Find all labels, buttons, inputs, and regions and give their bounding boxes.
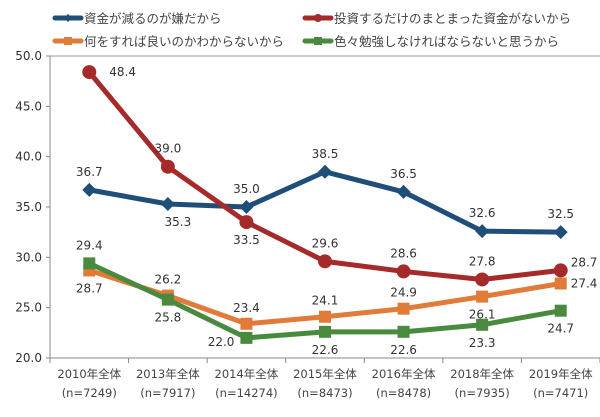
data-label: 32.6	[469, 206, 496, 220]
data-label: 24.7	[547, 322, 574, 336]
data-point	[318, 254, 332, 269]
legend-marker	[314, 37, 322, 45]
legend-item: 何をすれば良いのかわからないから	[52, 34, 284, 49]
data-label: 35.0	[233, 182, 260, 196]
data-label: 25.8	[154, 311, 181, 325]
data-point	[396, 264, 411, 279]
data-point	[240, 331, 253, 344]
data-point	[397, 325, 410, 338]
x-tick-label: (n=8473)	[297, 386, 352, 400]
data-label: 38.5	[312, 147, 339, 161]
legend-item: 資金が減るのが嫌だから	[52, 11, 222, 26]
y-tick-label: 30.0	[15, 250, 42, 264]
series-0: 36.7 35.3 35.0 38.5 36.5 32.6 32.5	[76, 147, 574, 240]
legend-marker	[64, 14, 72, 22]
legend-label: 色々勉強しなければならないと思うから	[334, 34, 559, 49]
data-point	[319, 325, 331, 338]
data-point	[240, 317, 253, 330]
data-label: 26.1	[469, 308, 496, 322]
data-point	[239, 200, 254, 214]
x-tick-label: (n=7249)	[62, 386, 117, 400]
legend-label: 投資するだけのまとまった資金がないから	[334, 11, 571, 26]
data-point	[318, 164, 332, 179]
y-tick-label: 35.0	[15, 200, 42, 214]
data-point	[319, 310, 331, 323]
data-point	[82, 65, 97, 80]
x-tick-label: (n=8478)	[376, 386, 431, 400]
data-label: 36.5	[390, 167, 417, 181]
y-tick-label: 20.0	[15, 351, 42, 365]
data-label: 48.4	[109, 65, 136, 79]
data-point	[554, 277, 567, 290]
data-point	[161, 293, 174, 306]
data-label: 39.0	[154, 142, 181, 156]
data-point	[160, 196, 175, 211]
x-tick-label: 2018年全体	[450, 367, 514, 381]
x-tick-label: (n=7471)	[533, 386, 588, 400]
data-label: 22.0	[208, 335, 235, 349]
series-line	[88, 169, 561, 235]
data-point	[475, 224, 490, 239]
data-label: 29.6	[312, 236, 339, 250]
x-tick-label: (n=7917)	[140, 386, 195, 400]
data-label: 27.8	[469, 254, 496, 268]
x-tick-label: 2013年全体	[136, 367, 200, 381]
series-1: 48.4 39.0 33.5 29.6 28.6 27.8 28.7	[82, 65, 598, 287]
data-label: 22.6	[312, 343, 339, 357]
x-tick-label: (n=14274)	[215, 386, 277, 400]
data-point	[476, 290, 489, 303]
data-point	[553, 225, 568, 240]
data-label: 35.3	[164, 215, 191, 229]
data-point	[397, 302, 410, 315]
data-label: 28.7	[76, 281, 103, 295]
data-point	[554, 304, 567, 317]
data-label: 33.5	[233, 233, 260, 247]
data-point	[160, 159, 175, 174]
data-point	[83, 257, 96, 270]
x-tick-label: 2015年全体	[293, 367, 357, 381]
legend-marker	[64, 37, 72, 45]
data-label: 23.3	[469, 336, 496, 350]
data-point	[475, 272, 490, 287]
series-3: 29.4 25.8 22.0 22.6 22.6 23.3 24.7	[76, 238, 574, 356]
data-label: 22.6	[390, 343, 417, 357]
data-label: 28.7	[571, 255, 598, 269]
data-label: 36.7	[76, 165, 103, 179]
data-label: 32.5	[547, 207, 574, 221]
x-tick-label: 2014年全体	[215, 367, 279, 381]
x-tick-label: 2016年全体	[372, 367, 436, 381]
legend-label: 資金が減るのが嫌だから	[84, 11, 222, 26]
data-label: 24.1	[312, 294, 339, 308]
x-tick-label: (n=7935)	[455, 386, 510, 400]
legend-label: 何をすれば良いのかわからないから	[84, 34, 284, 49]
data-label: 29.4	[76, 238, 103, 252]
data-label: 28.6	[390, 246, 417, 260]
data-point	[82, 182, 97, 197]
data-point	[553, 263, 568, 278]
legend-marker	[314, 14, 322, 22]
data-label: 24.9	[390, 286, 417, 300]
data-label: 26.2	[154, 273, 181, 287]
data-label: 27.4	[571, 277, 598, 291]
x-tick-label: 2019年全体	[529, 367, 593, 381]
legend-item: 投資するだけのまとまった資金がないから	[302, 11, 571, 26]
data-point	[396, 184, 411, 199]
data-point	[239, 215, 254, 230]
data-label: 23.4	[233, 301, 260, 315]
y-tick-label: 45.0	[15, 99, 42, 113]
y-tick-label: 50.0	[15, 49, 42, 63]
data-point	[476, 318, 489, 331]
y-tick-label: 40.0	[15, 150, 42, 164]
y-tick-label: 25.0	[15, 301, 42, 315]
x-tick-label: 2010年全体	[57, 367, 121, 381]
legend-item: 色々勉強しなければならないと思うから	[302, 34, 559, 49]
